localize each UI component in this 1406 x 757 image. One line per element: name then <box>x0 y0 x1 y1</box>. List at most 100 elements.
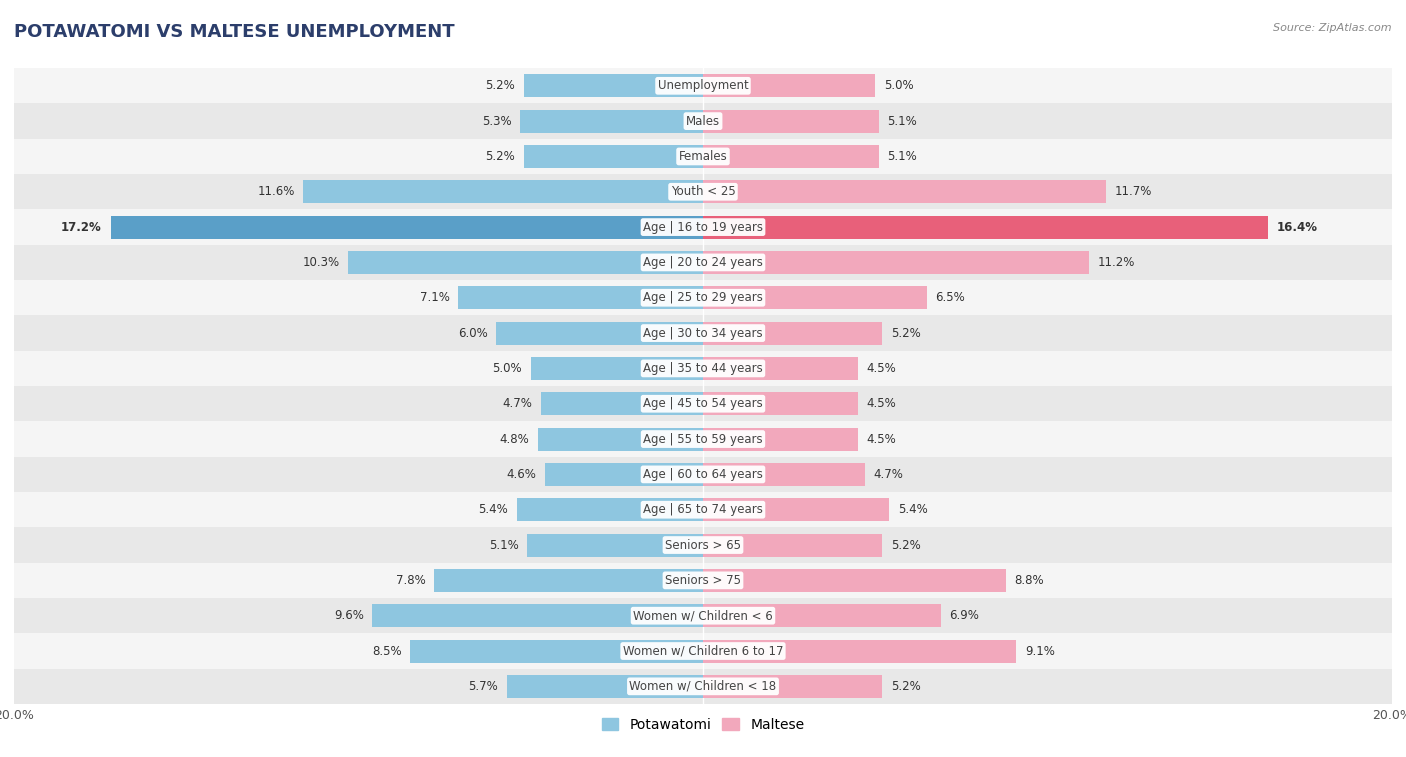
Text: 5.3%: 5.3% <box>482 114 512 128</box>
Text: 6.9%: 6.9% <box>949 609 979 622</box>
Text: 5.2%: 5.2% <box>891 680 921 693</box>
Bar <box>496 322 703 344</box>
Text: Seniors > 75: Seniors > 75 <box>665 574 741 587</box>
Bar <box>544 463 703 486</box>
Bar <box>506 675 703 698</box>
Bar <box>14 139 1392 174</box>
Text: Males: Males <box>686 114 720 128</box>
Bar <box>703 569 1007 592</box>
Bar <box>14 668 1392 704</box>
Bar <box>527 534 703 556</box>
Legend: Potawatomi, Maltese: Potawatomi, Maltese <box>602 718 804 732</box>
Bar <box>524 74 703 97</box>
Text: 5.0%: 5.0% <box>492 362 522 375</box>
Bar <box>349 251 703 274</box>
Text: 5.2%: 5.2% <box>485 150 515 163</box>
Text: 4.8%: 4.8% <box>499 432 529 446</box>
Bar <box>703 604 941 627</box>
Text: 6.5%: 6.5% <box>935 291 966 304</box>
Text: 5.0%: 5.0% <box>884 79 914 92</box>
Bar <box>703 286 927 309</box>
Text: Age | 20 to 24 years: Age | 20 to 24 years <box>643 256 763 269</box>
Text: 6.0%: 6.0% <box>458 326 488 340</box>
Bar <box>703 110 879 132</box>
Text: 7.1%: 7.1% <box>420 291 450 304</box>
Bar <box>14 104 1392 139</box>
Bar <box>14 210 1392 245</box>
Text: 5.2%: 5.2% <box>485 79 515 92</box>
Bar <box>537 428 703 450</box>
Bar <box>703 357 858 380</box>
Bar <box>520 110 703 132</box>
Text: Women w/ Children < 6: Women w/ Children < 6 <box>633 609 773 622</box>
Bar <box>703 392 858 415</box>
Bar <box>703 322 882 344</box>
Bar <box>703 534 882 556</box>
Text: 5.7%: 5.7% <box>468 680 498 693</box>
Text: Age | 25 to 29 years: Age | 25 to 29 years <box>643 291 763 304</box>
Bar <box>14 598 1392 634</box>
Bar <box>703 675 882 698</box>
Bar <box>14 492 1392 528</box>
Text: 16.4%: 16.4% <box>1277 220 1317 234</box>
Bar <box>458 286 703 309</box>
Bar <box>703 74 875 97</box>
Bar <box>703 216 1268 238</box>
Bar <box>14 422 1392 456</box>
Bar <box>703 428 858 450</box>
Text: 5.1%: 5.1% <box>887 114 917 128</box>
Text: Source: ZipAtlas.com: Source: ZipAtlas.com <box>1274 23 1392 33</box>
Text: 5.2%: 5.2% <box>891 538 921 552</box>
Text: Women w/ Children 6 to 17: Women w/ Children 6 to 17 <box>623 644 783 658</box>
Bar <box>703 463 865 486</box>
Bar <box>411 640 703 662</box>
Bar <box>111 216 703 238</box>
Bar <box>14 528 1392 562</box>
Text: 5.1%: 5.1% <box>887 150 917 163</box>
Bar <box>14 386 1392 422</box>
Bar <box>531 357 703 380</box>
Text: 5.4%: 5.4% <box>478 503 509 516</box>
Text: Age | 35 to 44 years: Age | 35 to 44 years <box>643 362 763 375</box>
Text: 4.6%: 4.6% <box>506 468 536 481</box>
Bar <box>14 456 1392 492</box>
Bar <box>14 316 1392 350</box>
Text: Age | 16 to 19 years: Age | 16 to 19 years <box>643 220 763 234</box>
Text: 11.7%: 11.7% <box>1115 185 1152 198</box>
Text: 4.5%: 4.5% <box>866 397 897 410</box>
Bar <box>703 145 879 168</box>
Bar <box>703 498 889 522</box>
Bar <box>524 145 703 168</box>
Bar <box>541 392 703 415</box>
Bar <box>703 640 1017 662</box>
Text: 10.3%: 10.3% <box>302 256 340 269</box>
Text: 4.5%: 4.5% <box>866 362 897 375</box>
Text: Women w/ Children < 18: Women w/ Children < 18 <box>630 680 776 693</box>
Text: Age | 55 to 59 years: Age | 55 to 59 years <box>643 432 763 446</box>
Text: 4.7%: 4.7% <box>502 397 533 410</box>
Bar <box>14 350 1392 386</box>
Text: 9.1%: 9.1% <box>1025 644 1054 658</box>
Text: 11.6%: 11.6% <box>257 185 295 198</box>
Text: Females: Females <box>679 150 727 163</box>
Text: Age | 60 to 64 years: Age | 60 to 64 years <box>643 468 763 481</box>
Text: 17.2%: 17.2% <box>60 220 101 234</box>
Text: Age | 30 to 34 years: Age | 30 to 34 years <box>643 326 763 340</box>
Bar <box>14 174 1392 210</box>
Text: 11.2%: 11.2% <box>1098 256 1135 269</box>
Bar <box>304 180 703 203</box>
Bar <box>14 68 1392 104</box>
Bar <box>517 498 703 522</box>
Text: Youth < 25: Youth < 25 <box>671 185 735 198</box>
Bar <box>703 180 1107 203</box>
Text: 4.5%: 4.5% <box>866 432 897 446</box>
Text: Age | 45 to 54 years: Age | 45 to 54 years <box>643 397 763 410</box>
Text: 4.7%: 4.7% <box>873 468 904 481</box>
Text: Unemployment: Unemployment <box>658 79 748 92</box>
Bar <box>14 280 1392 316</box>
Text: 9.6%: 9.6% <box>333 609 364 622</box>
Text: 7.8%: 7.8% <box>396 574 426 587</box>
Text: 5.4%: 5.4% <box>897 503 928 516</box>
Bar <box>373 604 703 627</box>
Text: POTAWATOMI VS MALTESE UNEMPLOYMENT: POTAWATOMI VS MALTESE UNEMPLOYMENT <box>14 23 454 41</box>
